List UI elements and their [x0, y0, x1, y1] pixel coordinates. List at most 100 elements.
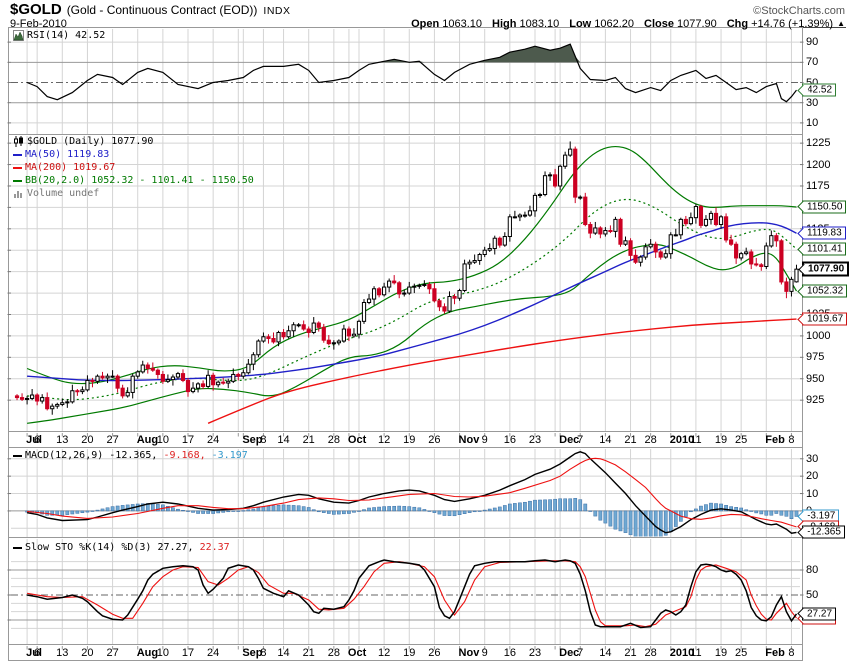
chart-frame	[7, 27, 846, 661]
symbol-description: (Gold - Continuous Contract (EOD))	[66, 3, 258, 17]
x-axis-label: 8	[260, 647, 267, 659]
x-axis-label-month: 2010	[669, 434, 695, 446]
legend-text: $GOLD (Daily) 1077.90	[27, 136, 154, 147]
x-axis-label: 13	[56, 647, 69, 659]
grid-rsi	[11, 29, 800, 134]
legend-text: BB(20,2.0) 1052.32 - 1101.41 - 1150.50	[25, 175, 254, 186]
header: $GOLD (Gold - Continuous Contract (EOD))…	[10, 1, 845, 30]
price-legend: $GOLD (Daily) 1077.90	[13, 136, 153, 147]
symbol: $GOLD	[10, 1, 62, 18]
y-axis-tick-label: 925	[806, 394, 825, 407]
x-axis-label: 28	[644, 434, 657, 446]
x-axis-label: 27	[106, 647, 119, 659]
x-axis-label: 19	[714, 647, 728, 659]
main-value-label-box: 1077.90	[798, 261, 850, 277]
x-axis-label: 26	[428, 647, 441, 659]
x-axis-label: 10	[156, 647, 169, 659]
macd-value-label-box: -12.365	[797, 525, 845, 539]
legend-text: -9.168,	[157, 450, 206, 461]
x-axis-label: 9	[481, 434, 488, 446]
x-axis-label-month: Feb	[765, 434, 785, 446]
x-axis-label: 8	[788, 647, 795, 659]
x-axis-label: 16	[503, 434, 516, 446]
legend-swatch	[13, 546, 22, 549]
x-axis-label: 21	[624, 434, 637, 446]
quote-stats: Open 1063.10 High 1083.10 Low 1062.20 Close…	[401, 18, 845, 30]
bollinger-legend: BB(20,2.0) 1052.32 - 1101.41 - 1150.50	[13, 175, 254, 186]
x-axis-label: 17	[181, 434, 195, 446]
x-axis-label: 8	[260, 434, 267, 446]
rsi-legend: RSI(14) 42.52	[13, 30, 105, 41]
volume-legend: Volume undef	[13, 188, 99, 199]
rsi-value-label-box: 42.52	[797, 83, 837, 97]
x-axis-label: 24	[207, 647, 220, 659]
legend-swatch	[13, 153, 22, 156]
y-axis-tick-label: 80	[806, 564, 819, 576]
legend-text: MA(200) 1019.67	[25, 162, 116, 173]
stat-high: High 1083.10	[492, 18, 560, 30]
ma200-line	[207, 318, 797, 424]
stockcharts-credit-link[interactable]: ©StockCharts.com	[753, 5, 845, 17]
stat-close: Close 1077.90	[644, 18, 717, 30]
y-axis-tick-label: 50	[806, 589, 819, 601]
x-axis-label: 16	[503, 647, 516, 659]
x-axis-label: 23	[528, 647, 542, 659]
macd-lines	[26, 451, 797, 534]
x-axis-label: 28	[644, 647, 657, 659]
x-axis-label: 19	[403, 434, 416, 446]
x-axis-label: 20	[81, 647, 94, 659]
change-up-arrow-icon: ▲	[837, 19, 845, 28]
rsi-overbought-shading	[27, 44, 797, 63]
candlestick-icon	[14, 136, 23, 147]
quote-date: 9-Feb-2010	[10, 18, 67, 30]
x-axis-label-month: 2010	[669, 647, 695, 659]
stat-open: Open 1063.10	[411, 18, 483, 30]
y-axis-tick-label: 1200	[806, 158, 831, 171]
main-value-label-box: 1119.83	[797, 226, 846, 240]
main-value-label-box: 1019.67	[797, 312, 848, 326]
y-axis-tick-label: 975	[806, 351, 825, 364]
bollinger-middle-line	[27, 198, 797, 401]
x-axis-label: 24	[207, 434, 220, 446]
x-axis-label-month: Oct	[347, 647, 367, 659]
x-axis-label-month: Aug	[136, 647, 159, 659]
x-axis-label: 9	[481, 647, 488, 659]
x-axis-label: 6	[34, 647, 41, 659]
main-value-label-box: 1101.41	[797, 242, 847, 256]
x-axis-label-month: Nov	[458, 434, 480, 446]
x-axis-label-month: Sep	[242, 434, 263, 446]
x-axis-label: 28	[327, 434, 340, 446]
x-axis-label: 25	[735, 647, 748, 659]
volume-icon	[14, 191, 22, 198]
y-axis-tick-label: 1225	[806, 137, 831, 150]
rsi-line	[26, 43, 797, 103]
x-axis-label-month: Aug	[136, 434, 159, 446]
x-axis-label: 23	[528, 434, 542, 446]
legend-text: Volume undef	[27, 188, 100, 199]
legend-text: -3.197	[205, 450, 248, 461]
rsi-panel	[26, 43, 797, 103]
y-axis-tick-label: 20	[806, 470, 819, 483]
bollinger-upper-line	[26, 145, 797, 385]
legend-text: MACD(12,26,9) -12.365,	[25, 450, 158, 461]
x-axis-label: 19	[714, 434, 728, 446]
legend-text: RSI(14) 42.52	[27, 30, 106, 41]
x-axis-label: 7	[577, 647, 584, 659]
stochastic-k-line	[26, 559, 798, 629]
x-axis-label-month: Oct	[347, 434, 367, 446]
y-axis-tick-label: 950	[806, 372, 825, 385]
y-axis-tick-label: 30	[806, 96, 819, 109]
grid-sto	[11, 539, 800, 644]
main-value-label-box: 1150.50	[797, 200, 847, 214]
x-axis-label: 14	[277, 434, 290, 446]
legend-text: MA(50) 1119.83	[25, 149, 110, 160]
legend-swatch	[13, 166, 22, 169]
x-axis-label-month: Sep	[242, 647, 263, 659]
x-axis-label: 21	[624, 647, 637, 659]
y-axis-tick-label: 30	[806, 452, 819, 465]
x-axis-label: 14	[599, 647, 612, 659]
x-axis-label: 7	[577, 434, 584, 446]
x-axis-label: 13	[56, 434, 69, 446]
